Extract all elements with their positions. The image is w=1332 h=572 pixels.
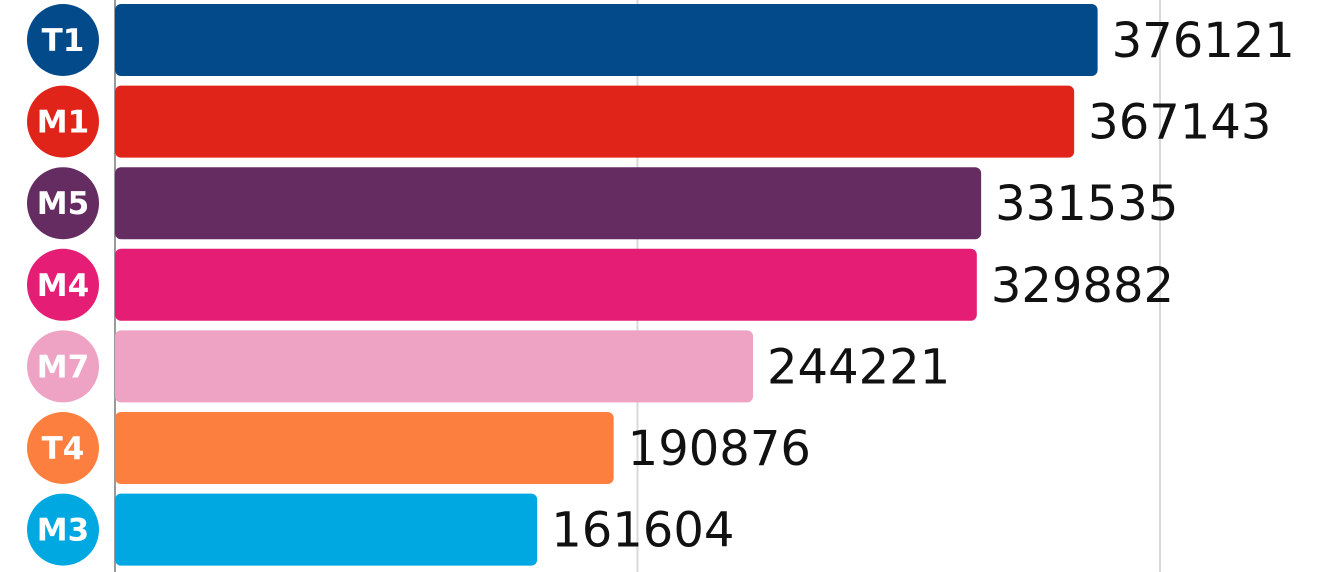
badge-t4 bbox=[27, 412, 99, 484]
value-label-t4: 190876 bbox=[628, 421, 811, 477]
bars-layer bbox=[115, 4, 1098, 566]
bar-t1 bbox=[115, 4, 1098, 76]
badge-label-m5: M5 bbox=[37, 186, 89, 222]
value-label-m7: 244221 bbox=[767, 339, 950, 395]
badge-m7 bbox=[27, 330, 99, 403]
badge-label-m1: M1 bbox=[37, 105, 89, 141]
value-label-m5: 331535 bbox=[995, 176, 1178, 232]
value-label-m1: 367143 bbox=[1088, 95, 1271, 151]
badge-label-m3: M3 bbox=[37, 513, 89, 549]
value-label-t1: 376121 bbox=[1112, 13, 1295, 69]
badge-label-m7: M7 bbox=[37, 349, 89, 385]
badge-m5 bbox=[27, 167, 99, 240]
value-label-m3: 161604 bbox=[551, 503, 734, 559]
bar-m3 bbox=[115, 493, 538, 566]
bar-m7 bbox=[115, 330, 754, 403]
bar-m5 bbox=[115, 167, 982, 240]
badge-label-m4: M4 bbox=[37, 268, 89, 304]
bar-m4 bbox=[115, 248, 977, 321]
value-labels: 376121 367143 331535 329882 244221 190876 1616… bbox=[551, 13, 1295, 559]
bar-t4 bbox=[115, 412, 614, 484]
category-badges: T1 M1 M5 M4 M7 T4 M3 bbox=[27, 4, 99, 566]
badge-m1 bbox=[27, 85, 99, 158]
badge-m4 bbox=[27, 248, 99, 321]
badge-label-t1: T1 bbox=[42, 23, 85, 59]
value-label-m4: 329882 bbox=[991, 258, 1174, 314]
badge-t1 bbox=[27, 4, 99, 76]
badge-label-t4: T4 bbox=[42, 431, 85, 467]
badge-m3 bbox=[27, 493, 99, 566]
bar-m1 bbox=[115, 85, 1075, 158]
